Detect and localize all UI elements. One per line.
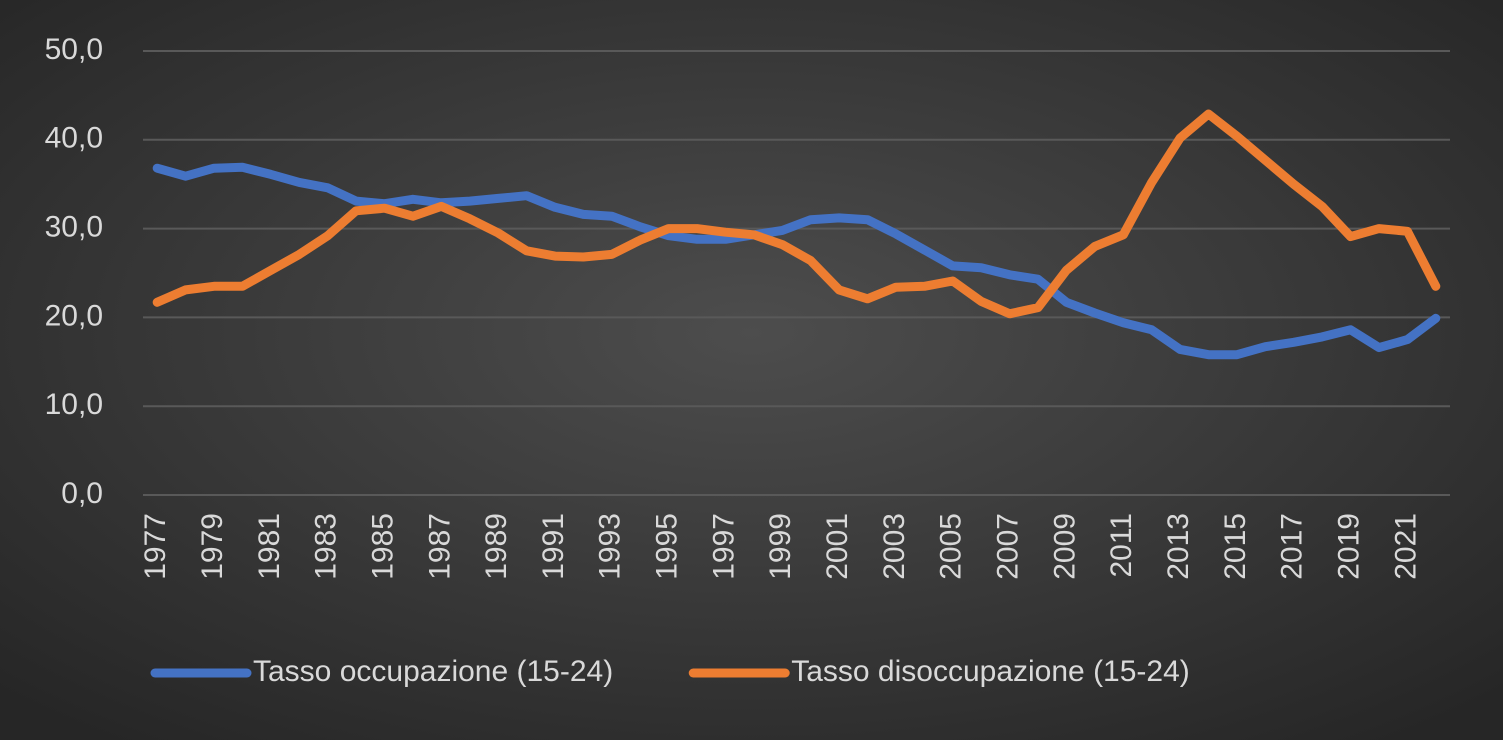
x-tick-label: 1993 xyxy=(594,513,627,580)
x-tick-label: 1981 xyxy=(253,513,286,580)
x-tick-label: 1983 xyxy=(310,513,343,580)
legend-label: Tasso occupazione (15-24) xyxy=(253,655,613,688)
x-tick-label: 2017 xyxy=(1276,513,1309,580)
x-tick-label: 2021 xyxy=(1389,513,1422,580)
y-tick-label: 0,0 xyxy=(61,477,103,510)
y-tick-label: 20,0 xyxy=(45,299,103,332)
x-tick-label: 2015 xyxy=(1219,513,1252,580)
series-line xyxy=(152,162,1441,360)
series-line xyxy=(152,109,1441,319)
x-tick-label: 2019 xyxy=(1332,513,1365,580)
x-tick-label: 2005 xyxy=(935,513,968,580)
x-tick-label: 1991 xyxy=(537,513,570,580)
x-tick-label: 2001 xyxy=(821,513,854,580)
y-tick-label: 30,0 xyxy=(45,211,103,244)
x-tick-label: 2003 xyxy=(878,513,911,580)
x-tick-label: 2011 xyxy=(1105,513,1138,578)
x-tick-label: 1989 xyxy=(480,513,513,580)
y-tick-label: 50,0 xyxy=(45,33,103,66)
x-tick-label: 1977 xyxy=(139,513,172,580)
x-tick-label: 2007 xyxy=(992,513,1025,580)
x-tick-label: 2009 xyxy=(1048,513,1081,580)
x-tick-label: 1985 xyxy=(366,513,399,580)
x-tick-label: 1997 xyxy=(707,513,740,580)
y-tick-label: 40,0 xyxy=(45,122,103,155)
x-tick-label: 1979 xyxy=(196,513,229,580)
y-tick-label: 10,0 xyxy=(45,388,103,421)
x-tick-label: 2013 xyxy=(1162,513,1195,580)
x-tick-label: 1995 xyxy=(651,513,684,580)
legend-label: Tasso disoccupazione (15-24) xyxy=(791,655,1190,688)
x-tick-label: 1987 xyxy=(423,513,456,580)
x-tick-label: 1999 xyxy=(764,513,797,580)
